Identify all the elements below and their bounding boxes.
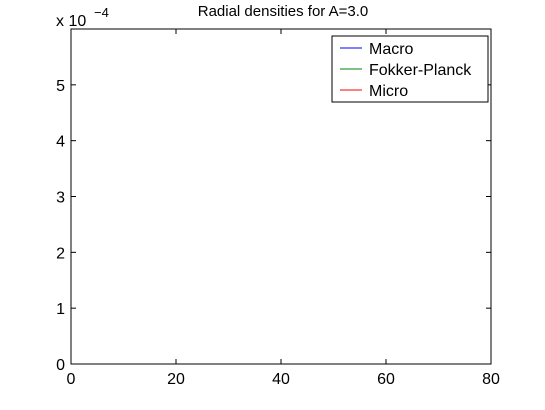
legend: Macro Fokker-Planck Micro xyxy=(331,35,489,103)
legend-label-fokker-planck: Fokker-Planck xyxy=(369,62,472,79)
y-tick-label: 4 xyxy=(56,134,65,151)
legend-label-macro: Macro xyxy=(369,41,414,58)
x-tick-label: 20 xyxy=(167,371,185,388)
legend-label-micro: Micro xyxy=(369,83,408,100)
x-tick-label: 80 xyxy=(482,371,500,388)
y-multiplier-exponent: −4 xyxy=(94,5,109,20)
y-tick-label: 1 xyxy=(56,301,65,318)
x-tick-label: 40 xyxy=(272,371,290,388)
y-tick-label: 0 xyxy=(56,357,65,374)
y-multiplier-base: x 10 xyxy=(56,13,86,30)
x-tick-label: 0 xyxy=(67,371,76,388)
x-tick-label: 60 xyxy=(377,371,395,388)
y-tick-label: 5 xyxy=(56,78,65,95)
y-tick-label: 3 xyxy=(56,190,65,207)
y-tick-label: 2 xyxy=(56,245,65,262)
chart-title: Radial densities for A=3.0 xyxy=(198,3,369,20)
y-axis-multiplier: x 10 −4 xyxy=(56,5,109,30)
